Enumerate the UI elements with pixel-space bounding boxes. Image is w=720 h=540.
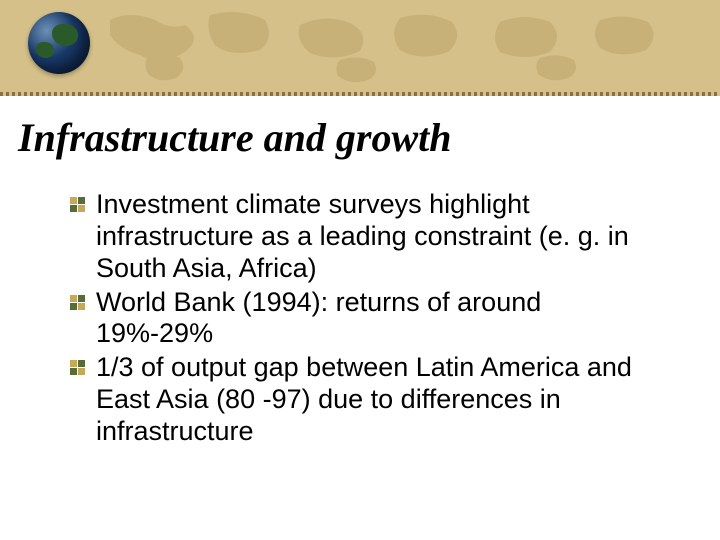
content-area: Investment climate surveys highlight inf… (0, 161, 720, 448)
bullet-marker-icon (70, 197, 85, 212)
globe-icon (28, 12, 90, 74)
bullet-marker-icon (70, 360, 85, 375)
list-item: Investment climate surveys highlight inf… (96, 189, 664, 285)
bullet-text: Investment climate surveys highlight inf… (96, 189, 629, 283)
list-item: 1/3 of output gap between Latin America … (96, 352, 664, 448)
list-item: World Bank (1994): returns of around 19%… (96, 287, 664, 351)
bullet-text: 1/3 of output gap between Latin America … (96, 352, 632, 446)
bullet-marker-icon (70, 295, 85, 310)
bullet-list: Investment climate surveys highlight inf… (96, 189, 664, 448)
bullet-text: World Bank (1994): returns of around 19%… (96, 287, 541, 349)
header-band (0, 0, 720, 92)
world-map-silhouette (0, 0, 720, 92)
slide-title: Infrastructure and growth (0, 96, 720, 161)
